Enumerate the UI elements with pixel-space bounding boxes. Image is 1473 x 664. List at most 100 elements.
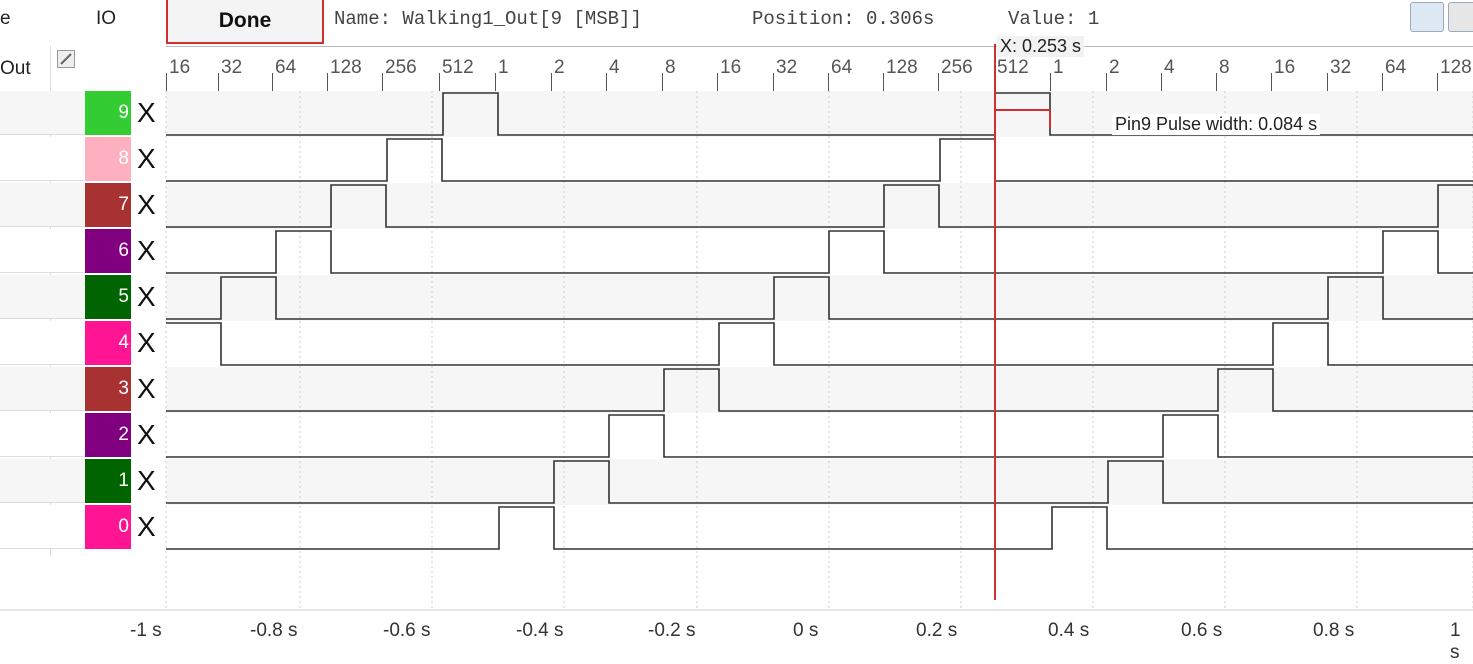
pin-label-8[interactable]: 8 — [85, 137, 131, 181]
pin-label-6[interactable]: 6 — [85, 229, 131, 273]
scale-tick — [551, 73, 552, 91]
pin-disable-toggle[interactable]: X — [137, 235, 156, 266]
pin-disable-toggle[interactable]: X — [137, 143, 156, 174]
scale-tick — [218, 73, 219, 91]
scale-label: 64 — [831, 57, 853, 78]
row-strip — [0, 275, 85, 319]
pin-label-4[interactable]: 4 — [85, 321, 131, 365]
waveform-canvas[interactable] — [0, 0, 1473, 648]
waveform-pin-3 — [166, 368, 1473, 412]
scale-label: 1 — [498, 57, 509, 78]
waveform-pin-0 — [166, 506, 1473, 550]
waveform-row-band — [166, 183, 1473, 229]
scale-label: 16 — [169, 57, 191, 78]
scale-label: 256 — [941, 57, 973, 78]
scale-tick — [1382, 73, 1383, 91]
waveform-row-band — [166, 137, 1473, 183]
scale-label: 512 — [997, 57, 1029, 78]
waveform-row-band — [166, 321, 1473, 367]
x-axis-tick-label: 0.8 s — [1313, 620, 1355, 641]
waveform-row-band — [166, 413, 1473, 459]
scale-tick — [1216, 73, 1217, 91]
x-axis-tick-label: 0 s — [793, 620, 819, 641]
scale-label: 512 — [442, 57, 474, 78]
scale-tick — [606, 73, 607, 91]
settings-icon[interactable] — [1448, 2, 1473, 32]
scale-tick — [327, 73, 328, 91]
scale-tick — [1161, 73, 1162, 91]
row-strip — [0, 137, 85, 181]
pin-label-9[interactable]: 9 — [85, 91, 131, 135]
pin-label-5[interactable]: 5 — [85, 275, 131, 319]
x-axis-tick-label: -0.2 s — [648, 620, 696, 641]
value-readout: Value: 1 — [1008, 8, 1100, 30]
scale-label: 32 — [221, 57, 243, 78]
pin-label-2[interactable]: 2 — [85, 413, 131, 457]
scale-tick — [773, 73, 774, 91]
row-strip — [0, 91, 85, 135]
row-strip — [0, 367, 85, 411]
scale-tick — [717, 73, 718, 91]
scale-tick — [1327, 73, 1328, 91]
scale-label: 8 — [665, 57, 676, 78]
waveform-pin-6 — [166, 230, 1473, 274]
scale-tick — [272, 73, 273, 91]
pin-disable-toggle[interactable]: X — [137, 373, 156, 404]
pin-disable-toggle[interactable]: X — [137, 465, 156, 496]
scale-label: 64 — [1385, 57, 1407, 78]
row-strip — [0, 459, 85, 503]
scale-label: 64 — [275, 57, 297, 78]
pin-disable-toggle[interactable]: X — [137, 419, 156, 450]
waveform-pin-1 — [166, 460, 1473, 504]
cursor-time-label: X: 0.253 s — [997, 36, 1085, 57]
pin-disable-toggle[interactable]: X — [137, 511, 156, 542]
waveform-pin-5 — [166, 276, 1473, 320]
x-axis-tick-label: -0.4 s — [516, 620, 564, 641]
pin-label-1[interactable]: 1 — [85, 459, 131, 503]
waveform-pin-2 — [166, 414, 1473, 458]
x-axis-tick-label: -0.6 s — [383, 620, 431, 641]
pin-label-7[interactable]: 7 — [85, 183, 131, 227]
scale-tick — [439, 73, 440, 91]
waveform-pin-4 — [166, 322, 1473, 366]
row-strip — [0, 413, 85, 457]
row-strip — [0, 229, 85, 273]
x-axis-tick-label: 0.4 s — [1048, 620, 1090, 641]
scale-tick — [382, 73, 383, 91]
ruler-icon[interactable] — [1410, 2, 1444, 32]
scale-tick — [662, 73, 663, 91]
pin-disable-toggle[interactable]: X — [137, 97, 156, 128]
row-strip — [0, 505, 85, 549]
pin-disable-toggle[interactable]: X — [137, 189, 156, 220]
scale-tick — [495, 73, 496, 91]
edit-icon[interactable] — [57, 50, 75, 68]
scale-label: 4 — [1164, 57, 1175, 78]
pin-disable-toggle[interactable]: X — [137, 281, 156, 312]
row-strip — [0, 321, 85, 365]
scale-label: 256 — [385, 57, 417, 78]
pin-label-0[interactable]: 0 — [85, 505, 131, 549]
x-axis-tick-label: 0.2 s — [916, 620, 958, 641]
scale-label: 16 — [1274, 57, 1296, 78]
x-axis-tick-label: -0.8 s — [250, 620, 298, 641]
scale-tick — [1437, 73, 1438, 91]
x-axis-tick-label: 0.6 s — [1181, 620, 1223, 641]
scale-label: 2 — [1109, 57, 1120, 78]
pulse-width-annotation: Pin9 Pulse width: 0.084 s — [1112, 114, 1321, 135]
waveform-row-band — [166, 229, 1473, 275]
waveform-pin-8 — [166, 138, 1473, 182]
pin-disable-toggle[interactable]: X — [137, 327, 156, 358]
left-column-header: e — [0, 8, 11, 29]
done-button[interactable]: Done — [166, 0, 324, 44]
scale-tick — [166, 73, 167, 91]
pin-label-3[interactable]: 3 — [85, 367, 131, 411]
waveform-row-band — [166, 367, 1473, 413]
io-column-header: IO — [96, 8, 117, 29]
scale-label: 128 — [1440, 57, 1472, 78]
x-axis-tick-label: 1 s — [1450, 620, 1461, 663]
scale-tick — [1271, 73, 1272, 91]
waveform-row-band — [166, 505, 1473, 551]
scale-tick — [1050, 73, 1051, 91]
row-strip — [0, 183, 85, 227]
scale-tick — [938, 73, 939, 91]
